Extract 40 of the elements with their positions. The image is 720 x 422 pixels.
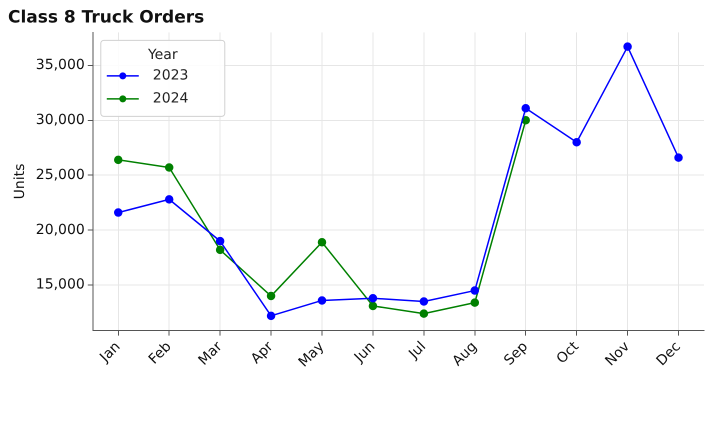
x-tick-label: Sep bbox=[501, 338, 532, 369]
point bbox=[216, 246, 224, 254]
point bbox=[216, 236, 224, 246]
point bbox=[470, 298, 480, 307]
point bbox=[521, 104, 530, 112]
point bbox=[572, 138, 581, 147]
point bbox=[318, 238, 326, 246]
y-tick-label: 35,000 bbox=[36, 56, 85, 73]
point bbox=[114, 208, 123, 217]
x-tick-label: Jan bbox=[96, 338, 124, 366]
point bbox=[266, 312, 276, 320]
legend-label: 2024 bbox=[152, 90, 189, 107]
x-tick-label: Nov bbox=[602, 338, 633, 370]
x-tick-label: Jul bbox=[405, 338, 430, 363]
point bbox=[623, 42, 632, 51]
y-axis-title: Units bbox=[12, 164, 28, 200]
point bbox=[420, 297, 428, 306]
y-tick-label: 25,000 bbox=[36, 166, 85, 183]
point bbox=[420, 309, 428, 318]
point bbox=[164, 195, 174, 204]
x-tick-label: Dec bbox=[653, 338, 684, 370]
legend-title: Year bbox=[146, 47, 178, 64]
y-tick-label: 15,000 bbox=[36, 276, 85, 293]
point bbox=[674, 153, 683, 162]
x-tick-label: Oct bbox=[554, 338, 582, 368]
point bbox=[368, 302, 378, 310]
x-tick-label: Jun bbox=[350, 338, 378, 366]
y-tick-label: 20,000 bbox=[36, 222, 85, 238]
x-tick-label: Mar bbox=[196, 338, 226, 369]
point bbox=[114, 156, 123, 164]
x-tick-label: Apr bbox=[248, 338, 277, 368]
point bbox=[318, 296, 326, 305]
point bbox=[368, 294, 378, 302]
point bbox=[266, 292, 276, 300]
y-tick-label: 30,000 bbox=[36, 112, 85, 128]
chart-title: Class 8 Truck Orders bbox=[8, 8, 204, 28]
point bbox=[470, 286, 480, 295]
x-tick-label: Feb bbox=[146, 338, 175, 368]
point bbox=[164, 163, 174, 172]
legend-label: 2023 bbox=[152, 68, 188, 84]
